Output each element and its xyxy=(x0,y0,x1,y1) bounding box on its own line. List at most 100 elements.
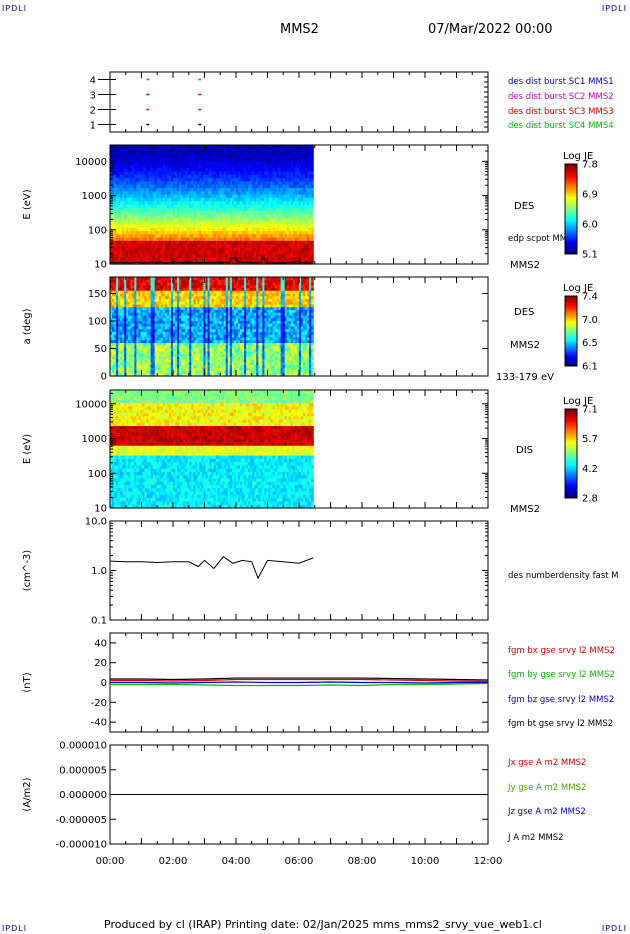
spectrogram-cell xyxy=(227,151,231,156)
spectrogram-cell xyxy=(148,247,152,252)
spectrogram-cell xyxy=(244,244,247,249)
spectrogram-cell xyxy=(175,204,178,209)
spectrogram-cell xyxy=(152,158,156,163)
spectrogram-cell xyxy=(164,161,168,166)
spectrogram-cell xyxy=(215,174,219,179)
spectrogram-cell xyxy=(150,237,154,242)
spectrogram-cell xyxy=(164,257,168,262)
spectrogram-cell xyxy=(211,211,215,216)
spectrogram-cell xyxy=(144,187,148,192)
spectrogram-cell xyxy=(193,171,196,176)
spectrogram-cell xyxy=(262,171,266,176)
spectrogram-cell xyxy=(309,161,312,166)
spectrogram-cell xyxy=(282,197,286,202)
spectrogram-cell xyxy=(286,168,290,173)
spectrogram-cell xyxy=(187,224,190,229)
spectrogram-cell xyxy=(203,164,207,169)
spectrogram-cell xyxy=(116,237,119,242)
spectrogram-cell xyxy=(124,230,127,235)
spectrogram-cell xyxy=(152,234,156,239)
spectrogram-cell xyxy=(211,234,215,239)
spectrogram-cell xyxy=(164,201,168,206)
spectrogram-cell xyxy=(246,214,249,219)
spectrogram-cell xyxy=(146,191,150,196)
spectrogram-cell xyxy=(154,181,158,186)
spectrogram-cell xyxy=(309,158,312,163)
spectrogram-cell xyxy=(203,211,207,216)
spectrogram-cell xyxy=(252,237,255,242)
spectrogram-cell xyxy=(181,171,184,176)
spectrogram-cell xyxy=(303,234,306,239)
spectrogram-cell xyxy=(246,247,249,252)
spectrogram-cell xyxy=(250,227,253,232)
spectrogram-cell xyxy=(203,221,207,225)
spectrogram-cell xyxy=(272,197,276,202)
spectrogram-cell xyxy=(170,187,174,192)
spectrogram-cell xyxy=(116,354,119,358)
spectrogram-cell xyxy=(201,221,205,225)
spectrogram-cell xyxy=(172,201,176,206)
spectrogram-cell xyxy=(136,214,140,219)
spectrogram-cell xyxy=(290,201,294,206)
spectrogram-cell xyxy=(158,214,162,219)
spectrogram-cell xyxy=(233,207,237,212)
spectrogram-cell xyxy=(152,221,156,225)
spectrogram-cell xyxy=(183,171,186,176)
spectrogram-cell xyxy=(177,197,180,202)
spectrogram-cell xyxy=(162,230,166,235)
spectrogram-cell xyxy=(138,187,142,192)
spectrogram-cell xyxy=(260,227,263,232)
spectrogram-cell xyxy=(116,191,119,196)
spectrogram-cell xyxy=(199,211,203,216)
spectrogram-cell xyxy=(185,174,188,179)
spectrogram-cell xyxy=(112,290,115,295)
spectrogram-cell xyxy=(229,221,233,225)
spectrogram-cell xyxy=(215,158,219,163)
spectrogram-cell xyxy=(252,224,255,229)
spectrogram-cell xyxy=(116,161,119,166)
spectrogram-cell xyxy=(307,178,310,182)
spectrogram-cell xyxy=(211,250,215,255)
spectrogram-cell xyxy=(244,207,247,212)
spectrogram-cell xyxy=(172,148,176,153)
spectrogram-cell xyxy=(170,230,174,235)
spectrogram-cell xyxy=(114,145,117,149)
spectrogram-cell xyxy=(112,354,115,358)
spectrogram-cell xyxy=(124,184,127,189)
spectrogram-cell xyxy=(296,207,300,212)
spectrogram-cell xyxy=(217,161,221,166)
spectrogram-cell xyxy=(252,174,255,179)
spectrogram-cell xyxy=(270,194,274,199)
spectrogram-cell xyxy=(229,237,233,242)
spectrogram-cell xyxy=(256,221,259,225)
spectrogram-cell xyxy=(138,250,142,255)
spectrogram-cell xyxy=(114,257,117,262)
spectrogram-cell xyxy=(162,250,166,255)
spectrogram-cell xyxy=(128,230,131,235)
spectrogram-cell xyxy=(276,244,280,249)
spectrogram-cell xyxy=(124,151,127,156)
spectrogram-cell xyxy=(292,201,296,206)
spectrogram-cell xyxy=(179,211,182,216)
spectrogram-cell xyxy=(120,362,123,366)
spectrogram-cell xyxy=(126,145,129,149)
spectrogram-cell xyxy=(215,250,219,255)
spectrogram-cell xyxy=(140,217,144,222)
spectrogram-cell xyxy=(116,247,119,252)
spectrogram-cell xyxy=(112,207,115,212)
spectrogram-cell xyxy=(244,204,247,209)
spectrogram-cell xyxy=(296,171,300,176)
spectrogram-cell xyxy=(136,211,140,216)
spectrogram-cell xyxy=(207,187,211,192)
spectrogram-cell xyxy=(246,237,249,242)
spectrogram-cell xyxy=(235,230,239,235)
spectrogram-cell xyxy=(300,154,304,159)
spectrogram-cell xyxy=(219,201,223,206)
spectrogram-cell xyxy=(309,171,312,176)
spectrogram-cell xyxy=(120,234,123,239)
spectrogram-cell xyxy=(114,164,117,169)
spectrogram-cell xyxy=(128,194,131,199)
spectrogram-cell xyxy=(252,230,255,235)
spectrogram-cell xyxy=(199,171,203,176)
spectrogram-cell xyxy=(264,204,268,209)
